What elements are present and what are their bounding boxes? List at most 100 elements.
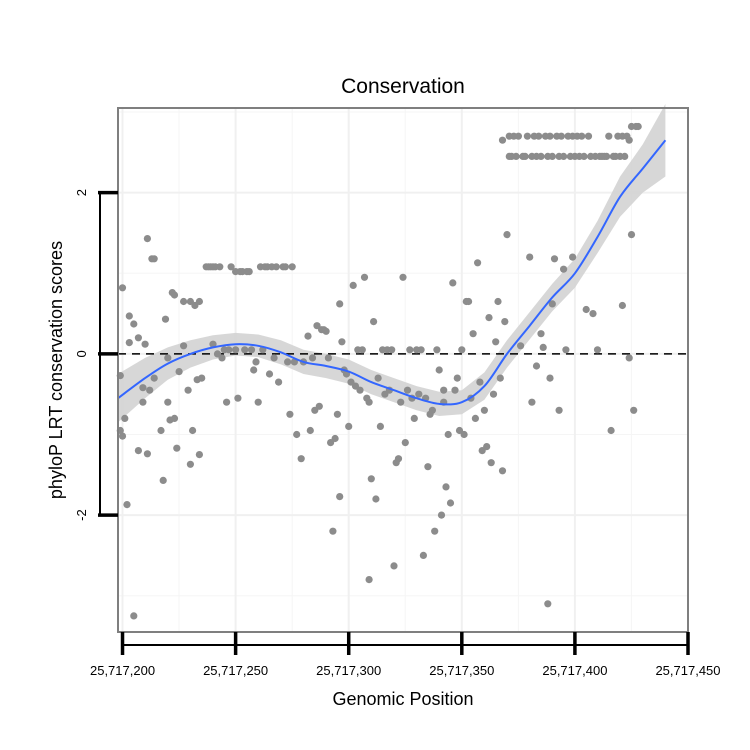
data-point [198, 374, 206, 382]
data-point [514, 132, 523, 140]
data-point [345, 422, 353, 430]
data-point [410, 414, 418, 422]
data-point [521, 152, 529, 160]
x-tick-label: 25,717,300 [316, 663, 381, 678]
data-point [621, 152, 629, 160]
y-tick-label: -2 [74, 509, 89, 521]
data-point [134, 447, 142, 455]
data-point [143, 450, 151, 458]
data-point [546, 374, 554, 382]
data-point [627, 231, 636, 239]
data-point [440, 386, 448, 394]
data-point [446, 499, 455, 507]
data-point [501, 318, 509, 326]
data-point [232, 346, 240, 354]
data-point [535, 132, 543, 140]
data-point [121, 414, 129, 422]
data-point [164, 354, 172, 362]
x-tick-label: 25,717,400 [542, 663, 607, 678]
data-point [139, 398, 147, 406]
data-point [218, 354, 226, 362]
data-point [367, 475, 375, 483]
data-point [216, 263, 224, 271]
data-point [512, 152, 520, 160]
data-point [548, 300, 556, 308]
data-point [562, 346, 570, 354]
data-point [625, 354, 633, 362]
data-point [336, 300, 344, 308]
data-point [560, 265, 568, 273]
data-point [618, 301, 627, 310]
data-point [180, 342, 188, 350]
data-point [537, 330, 545, 338]
data-point [433, 346, 441, 354]
data-point [286, 410, 294, 418]
chart-title: Conservation [341, 75, 465, 98]
x-axis-title: Genomic Position [332, 689, 473, 709]
data-point [376, 422, 384, 430]
data-point [123, 501, 131, 509]
data-point [150, 255, 158, 263]
data-point [308, 354, 317, 362]
data-point [634, 122, 642, 131]
data-point [399, 273, 407, 281]
data-point [315, 402, 323, 410]
data-point [365, 398, 373, 406]
data-point [333, 410, 341, 418]
data-point [349, 281, 357, 289]
data-point [234, 394, 242, 402]
plot-panel [116, 104, 689, 633]
data-point [265, 370, 274, 378]
data-point [557, 132, 565, 140]
data-point [356, 386, 364, 394]
data-point [173, 444, 181, 452]
data-point [424, 463, 432, 471]
data-point [161, 315, 170, 323]
data-point [252, 358, 260, 366]
data-point [435, 366, 443, 374]
data-point [453, 374, 461, 382]
data-point [195, 451, 203, 459]
data-point [370, 318, 378, 326]
data-point [431, 527, 439, 535]
data-point [403, 386, 412, 394]
data-point [175, 368, 183, 376]
data-point [569, 253, 577, 261]
data-point [225, 346, 233, 354]
plot-background [118, 108, 688, 632]
data-point [338, 338, 346, 346]
data-point [474, 259, 482, 267]
data-point [532, 362, 541, 370]
data-point [483, 443, 491, 451]
data-point [589, 310, 597, 318]
data-point [180, 297, 188, 306]
data-point [329, 527, 337, 535]
data-point [270, 354, 278, 362]
data-point [130, 612, 138, 620]
data-point [150, 374, 158, 382]
y-axis-title: phyloP LRT conservation scores [46, 241, 66, 499]
data-point [322, 327, 330, 335]
data-point [284, 358, 292, 366]
data-point [458, 346, 466, 354]
data-point [460, 430, 468, 439]
data-point [336, 493, 344, 501]
data-point [143, 235, 151, 243]
data-point [523, 132, 532, 140]
data-point [406, 346, 414, 354]
data-point [288, 263, 296, 271]
data-point [578, 132, 586, 140]
data-point [184, 386, 192, 394]
data-point [492, 338, 500, 346]
data-point [394, 455, 403, 463]
data-point [189, 426, 197, 435]
data-point [469, 330, 477, 338]
data-point [437, 511, 446, 519]
data-point [170, 414, 179, 422]
data-point [494, 297, 502, 306]
data-point [245, 268, 253, 276]
data-point [489, 390, 498, 398]
data-point [390, 562, 398, 570]
data-point [157, 426, 165, 435]
trend-line [117, 139, 667, 406]
